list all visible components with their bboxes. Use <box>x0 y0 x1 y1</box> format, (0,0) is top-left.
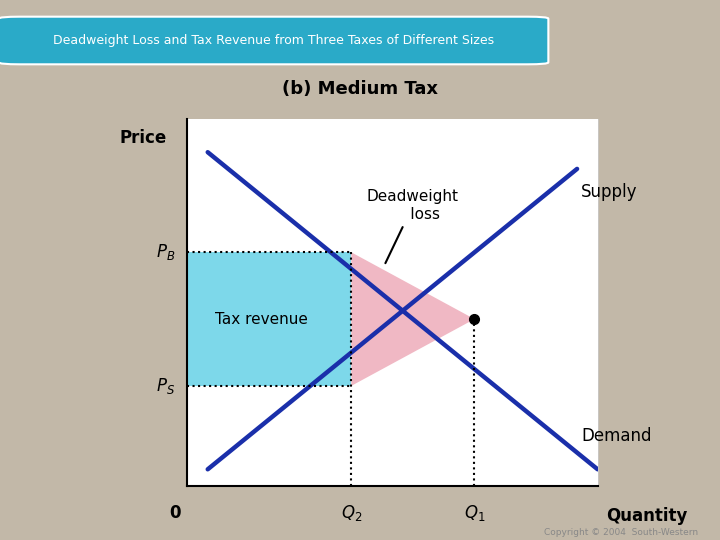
Text: Demand: Demand <box>581 427 652 445</box>
Text: $Q_2$: $Q_2$ <box>341 503 362 523</box>
Text: $P_S$: $P_S$ <box>156 376 175 396</box>
Text: Price: Price <box>120 129 167 147</box>
Text: Tax revenue: Tax revenue <box>215 312 307 327</box>
Text: Copyright © 2004  South-Western: Copyright © 2004 South-Western <box>544 528 698 537</box>
Polygon shape <box>187 252 351 386</box>
Text: Deadweight Loss and Tax Revenue from Three Taxes of Different Sizes: Deadweight Loss and Tax Revenue from Thr… <box>53 34 494 47</box>
Text: $P_B$: $P_B$ <box>156 242 175 262</box>
Text: Supply: Supply <box>581 183 638 201</box>
Text: Deadweight
     loss: Deadweight loss <box>367 190 459 263</box>
Text: (b) Medium Tax: (b) Medium Tax <box>282 80 438 98</box>
Text: 0: 0 <box>169 504 181 522</box>
FancyBboxPatch shape <box>0 17 549 64</box>
Text: Quantity: Quantity <box>606 507 687 525</box>
Polygon shape <box>351 252 474 386</box>
Text: $Q_1$: $Q_1$ <box>464 503 485 523</box>
